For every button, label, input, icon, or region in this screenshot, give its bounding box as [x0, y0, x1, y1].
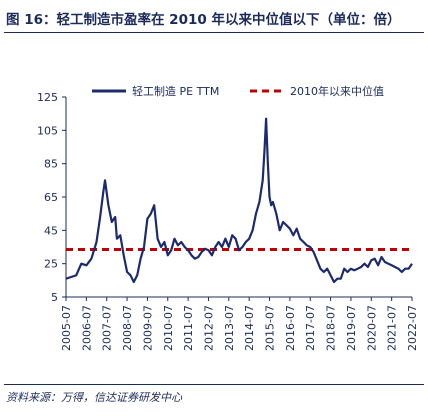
y-tick-label: 125	[37, 91, 58, 104]
legend-label-pe: 轻工制造 PE TTM	[132, 84, 219, 98]
source-note: 资料来源：万得，信达证券研发中心	[6, 391, 182, 404]
y-tick-label: 65	[44, 191, 58, 204]
title-divider	[4, 32, 424, 33]
x-tick-label: 2014-07	[243, 305, 256, 351]
x-tick-label: 2021-07	[386, 305, 399, 351]
legend-label-median: 2010年以来中位值	[290, 84, 384, 98]
x-tick-label: 2011-07	[182, 305, 195, 351]
y-tick-label: 25	[44, 258, 58, 271]
y-tick-label: 45	[44, 224, 58, 237]
figure-title: 图 16：轻工制造市盈率在 2010 年以来中位值以下（单位：倍）	[6, 12, 401, 28]
x-tick-label: 2017-07	[304, 305, 317, 351]
x-tick-label: 2019-07	[345, 305, 358, 351]
series-pe-line	[65, 117, 413, 284]
x-tick-label: 2008-07	[121, 305, 134, 351]
x-tick-label: 2012-07	[202, 305, 215, 351]
y-tick-label: 5	[51, 291, 58, 304]
x-tick-label: 2022-07	[406, 305, 419, 351]
x-tick-label: 2009-07	[141, 305, 154, 351]
x-tick-label: 2016-07	[284, 305, 297, 351]
x-tick-label: 2015-07	[264, 305, 277, 351]
y-tick-label: 85	[44, 158, 58, 171]
x-axis: 2005-07 2006-07 2007-07 2008-07 2009-07 2010-…	[60, 296, 419, 351]
x-tick-label: 2020-07	[365, 305, 378, 351]
y-axis: 5 25 45 65 85 105 125	[37, 91, 67, 304]
x-tick-label: 2010-07	[162, 305, 175, 351]
x-tick-label: 2018-07	[325, 305, 338, 351]
x-tick-label: 2005-07	[60, 305, 73, 351]
source-divider	[4, 384, 424, 385]
x-tick-label: 2013-07	[223, 305, 236, 351]
plot-area	[65, 117, 413, 284]
legend: 轻工制造 PE TTM 2010年以来中位值	[92, 84, 384, 98]
x-tick-label: 2007-07	[101, 305, 114, 351]
x-tick-label: 2006-07	[80, 305, 93, 351]
y-tick-label: 105	[37, 124, 58, 137]
